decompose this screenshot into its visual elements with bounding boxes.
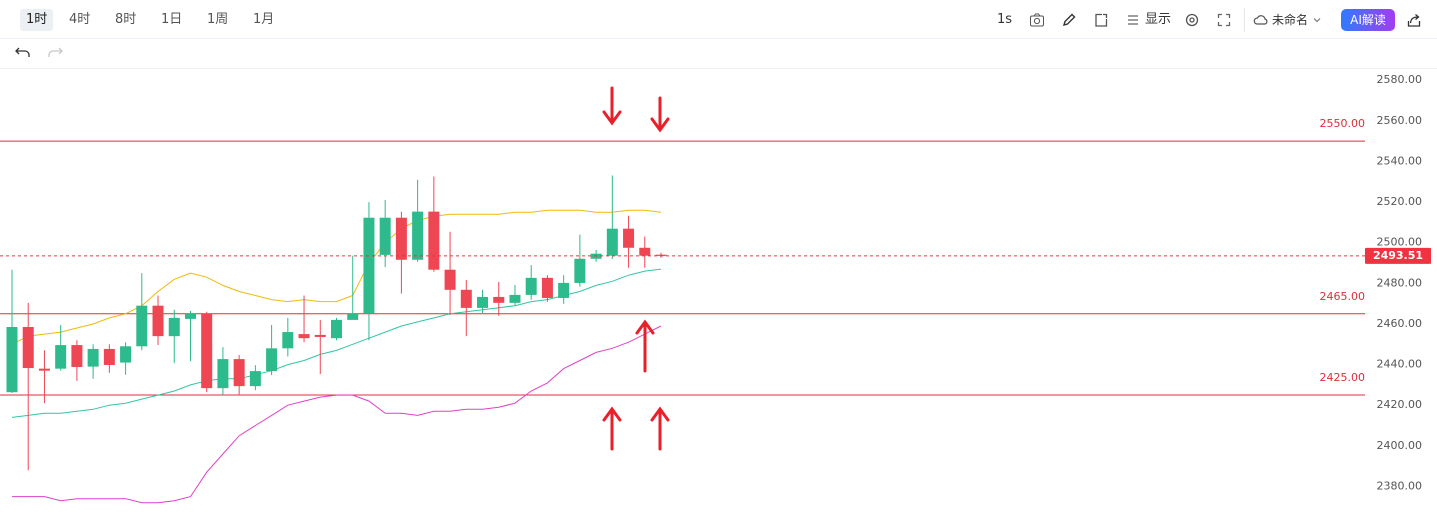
candle-body <box>168 317 180 337</box>
candle-body <box>282 332 294 349</box>
candle-body <box>412 211 424 260</box>
y-tick-label: 2540.00 <box>1377 154 1423 167</box>
interval-tab[interactable]: 1时 <box>20 9 54 31</box>
undo-icon[interactable] <box>14 44 32 60</box>
last-price-box <box>1365 247 1431 264</box>
candle-body <box>509 294 521 303</box>
candle-body <box>120 346 132 363</box>
candle-body <box>395 217 407 260</box>
candle-body <box>379 217 391 255</box>
interval-tab[interactable]: 1月 <box>253 12 275 27</box>
candle-body <box>655 254 667 256</box>
layout-name[interactable]: 未命名 <box>1272 13 1309 27</box>
candle-body <box>477 296 489 308</box>
candle-body <box>444 269 456 290</box>
candle-body <box>623 228 635 248</box>
y-tick-label: 2440.00 <box>1377 358 1423 371</box>
candle-body <box>331 319 342 339</box>
interval-tab[interactable]: 8时 <box>115 12 137 27</box>
replay-button[interactable]: 1s <box>997 12 1013 27</box>
y-tick-label: 2460.00 <box>1377 317 1423 330</box>
candle-body <box>38 368 50 371</box>
candle-body <box>558 282 570 298</box>
display-button[interactable]: 显示 <box>1145 12 1172 27</box>
candle-body <box>233 359 245 387</box>
y-tick-label: 2480.00 <box>1377 276 1423 289</box>
candle-body <box>103 348 115 365</box>
candle-body <box>493 296 505 303</box>
indicator-line <box>11 209 662 345</box>
candle-body <box>541 277 553 298</box>
ai-button[interactable]: AI解读 <box>1341 9 1395 31</box>
y-tick-label: 2560.00 <box>1377 114 1423 127</box>
candle-body <box>6 327 18 393</box>
candle-body <box>363 217 375 314</box>
chevron-icon[interactable] <box>1312 15 1322 25</box>
candle-body <box>347 313 359 320</box>
separator <box>1244 8 1245 32</box>
y-tick-label: 2580.00 <box>1377 73 1423 86</box>
level-label: 2425.00 <box>1320 371 1366 384</box>
candle-body <box>606 228 618 256</box>
cloud-icon <box>1253 15 1268 25</box>
indicator-line <box>12 325 662 504</box>
interval-tab[interactable]: 4时 <box>69 12 91 27</box>
candle-body <box>574 258 586 283</box>
list-icon[interactable] <box>1125 12 1141 28</box>
up-arrow <box>650 406 670 451</box>
up-arrow <box>635 319 655 373</box>
down-arrow <box>650 96 670 133</box>
share-icon[interactable] <box>1406 12 1422 28</box>
redo-icon[interactable] <box>46 44 64 60</box>
interval-tab[interactable]: 1日 <box>161 12 183 27</box>
candle-body <box>184 313 196 319</box>
settings-icon[interactable] <box>1184 12 1200 28</box>
candle-body <box>136 305 148 347</box>
candle-body <box>298 334 310 339</box>
window-icon[interactable] <box>1093 12 1109 28</box>
candle-body <box>428 211 440 270</box>
last-price-label: 2493.51 <box>1373 249 1423 262</box>
candle-body <box>266 348 278 372</box>
y-tick-label: 2420.00 <box>1377 398 1423 411</box>
candle-body <box>460 289 472 308</box>
camera-icon[interactable] <box>1029 12 1045 28</box>
y-tick-label: 2500.00 <box>1377 236 1423 249</box>
candle-body <box>152 305 164 337</box>
top-toolbar: 1时 4时 8时 1日 1周 1月 1s 显示 未命名 AI解读 <box>0 0 1437 39</box>
candle-body <box>201 313 213 389</box>
candle-body <box>55 345 67 369</box>
down-arrow <box>602 86 622 126</box>
up-arrow <box>602 406 622 451</box>
edit-toolbar <box>0 39 1437 69</box>
candle-body <box>249 371 261 387</box>
y-tick-label: 2520.00 <box>1377 195 1423 208</box>
level-label: 2550.00 <box>1320 117 1366 130</box>
candle-body <box>314 334 326 337</box>
y-tick-label: 2380.00 <box>1377 479 1423 492</box>
candle-body <box>217 359 229 389</box>
candle-body <box>22 327 34 369</box>
fullscreen-icon[interactable] <box>1216 12 1232 28</box>
interval-tab[interactable]: 1周 <box>207 12 229 27</box>
annotation-arrows <box>602 86 670 451</box>
candle-body <box>71 345 83 368</box>
indicator-line <box>11 268 662 418</box>
y-tick-label: 2400.00 <box>1377 439 1423 452</box>
level-label: 2465.00 <box>1320 290 1366 303</box>
candle-body <box>525 277 537 295</box>
candle-body <box>639 247 651 256</box>
candle-body <box>87 348 99 367</box>
draw-icon[interactable] <box>1061 12 1077 28</box>
